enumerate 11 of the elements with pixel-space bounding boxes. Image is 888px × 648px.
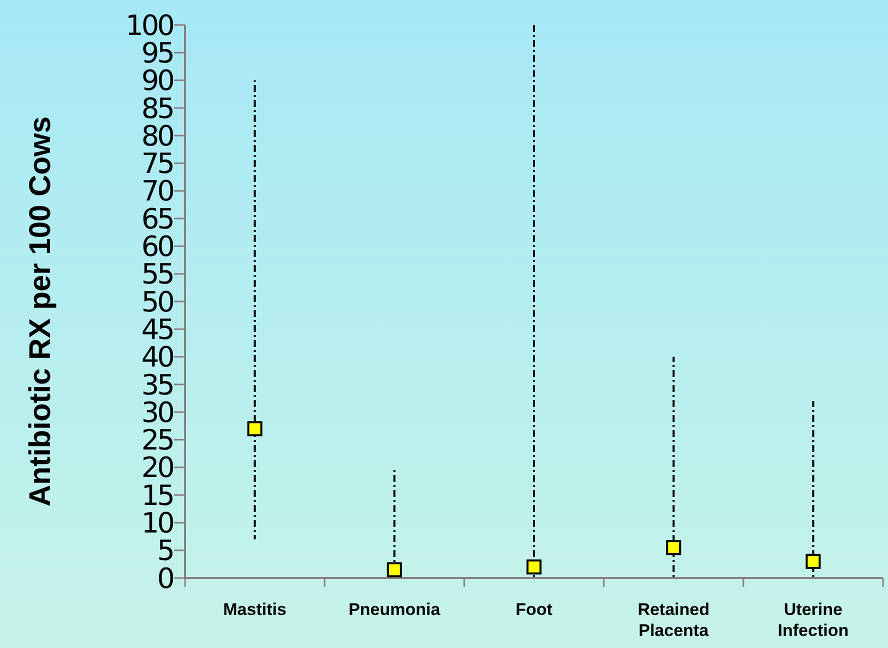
x-tick-label: Uterine Infection xyxy=(778,600,849,640)
x-tick-label: Pneumonia xyxy=(348,600,441,619)
x-tick-label: Retained Placenta xyxy=(638,600,710,640)
y-axis-title: Antibiotic RX per 100 Cows xyxy=(24,116,57,507)
x-tick-label: Mastitis xyxy=(223,600,286,619)
point xyxy=(386,562,402,578)
point xyxy=(247,421,262,436)
x-tick-label: Foot xyxy=(516,600,553,619)
point xyxy=(666,540,682,556)
point xyxy=(526,559,542,574)
point xyxy=(806,554,821,569)
